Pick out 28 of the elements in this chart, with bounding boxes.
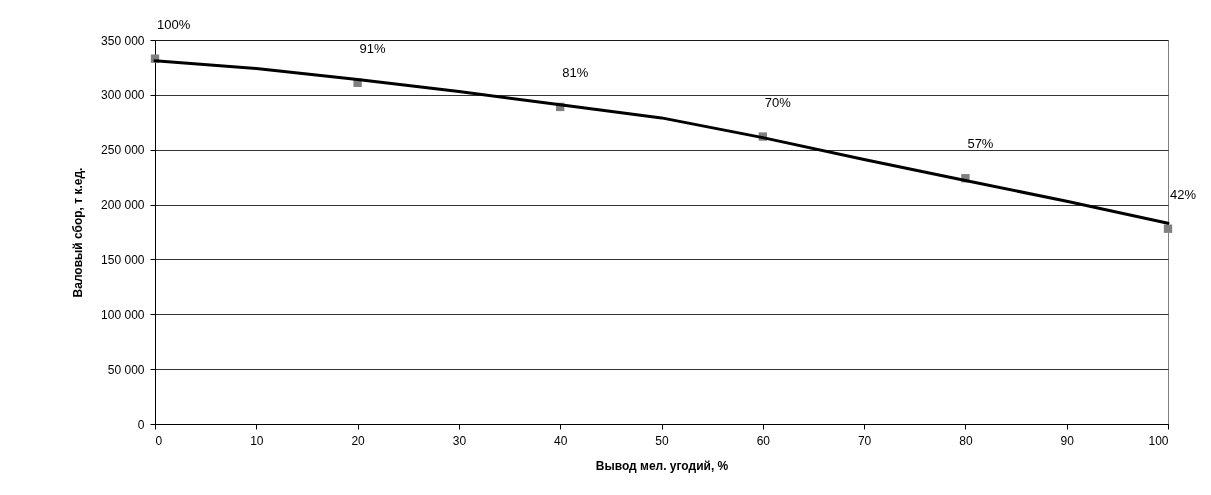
y-tick-label: 50 000 [107,362,145,377]
y-tick-label: 150 000 [101,252,145,267]
x-tick-label: 30 [452,433,467,448]
annotation: 81% [562,64,589,80]
y-tick-label: 200 000 [101,198,145,213]
y-tick-label: 0 [137,417,145,432]
x-tick-label: 40 [554,433,568,448]
y-axis-title: Валовый сбор, т к.ед. [71,167,86,298]
y-tick-label: 300 000 [101,88,145,103]
annotation: 70% [764,94,792,110]
x-tick-label: 10 [250,433,264,448]
x-tick-label: 100 [1148,433,1169,448]
x-tick-label: 80 [959,433,973,448]
x-tick-label: 50 [655,433,669,448]
annotation: 57% [967,136,994,152]
x-tick-label: 90 [1060,433,1075,448]
x-tick-label: 20 [351,433,366,448]
annotation: 100% [157,16,191,32]
x-tick-label: 70 [857,433,872,448]
x-axis-title: Вывод мел. угодий, % [595,458,729,473]
x-tick-label: 0 [155,433,163,448]
annotation: 42% [1170,186,1197,202]
annotation: 91% [359,40,387,56]
y-tick-label: 100 000 [101,307,145,322]
y-tick-label: 350 000 [101,33,145,48]
x-tick-label: 60 [756,433,771,448]
point [1163,224,1173,233]
y-tick-label: 250 000 [101,143,145,158]
